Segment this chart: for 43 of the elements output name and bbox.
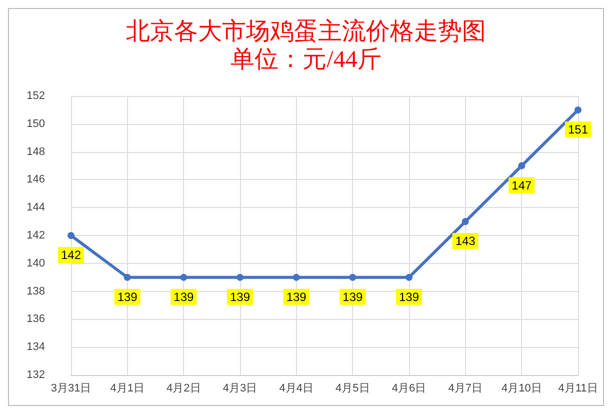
point: [68, 232, 74, 239]
x-tick-label: 4月2日: [166, 382, 201, 394]
x-tick-label: 4月6日: [392, 382, 426, 394]
data-label: 151: [568, 122, 588, 136]
y-tick-label: 140: [26, 257, 45, 270]
data-label: 139: [398, 290, 420, 304]
data-label: 139: [286, 290, 307, 304]
x-tick-label: 4月4日: [279, 382, 314, 394]
point: [236, 274, 244, 281]
x-tick-label: 4月3日: [222, 382, 258, 394]
x-tick-label: 4月11日: [558, 382, 598, 394]
chart-subtitle: 单位：元/44斤: [230, 47, 382, 73]
x-tick-label: 4月5日: [336, 382, 370, 394]
chart-title: 北京各大市场鸡蛋主流价格走势图: [126, 18, 486, 45]
point: [180, 274, 188, 281]
y-tick-label: 138: [26, 285, 45, 298]
data-label: 139: [174, 290, 194, 304]
point: [574, 106, 582, 114]
data-label: 147: [512, 178, 532, 192]
y-tick-label: 152: [26, 90, 45, 102]
y-tick-label: 142: [26, 230, 45, 242]
y-tick-label: 136: [26, 313, 45, 326]
x-tick-label: 3月31日: [50, 382, 92, 394]
point: [406, 274, 412, 281]
data-label: 142: [60, 248, 82, 262]
y-tick-label: 150: [26, 118, 45, 130]
point: [349, 274, 356, 281]
data-label: 139: [117, 290, 138, 304]
data-label: 143: [455, 234, 476, 248]
y-tick-label: 144: [26, 202, 45, 214]
y-tick-label: 148: [26, 146, 45, 158]
y-tick-label: 132: [26, 369, 45, 381]
data-label: 139: [342, 290, 363, 304]
x-tick-label: 4月1日: [110, 382, 144, 394]
y-tick-label: 146: [26, 174, 45, 186]
x-tick-label: 4月10日: [501, 382, 542, 394]
point: [292, 274, 300, 281]
x-tick-label: 4月7日: [448, 382, 482, 394]
point: [124, 274, 131, 281]
y-tick-label: 134: [26, 341, 45, 354]
point: [462, 218, 469, 226]
data-label: 139: [230, 290, 250, 304]
point: [518, 162, 526, 170]
